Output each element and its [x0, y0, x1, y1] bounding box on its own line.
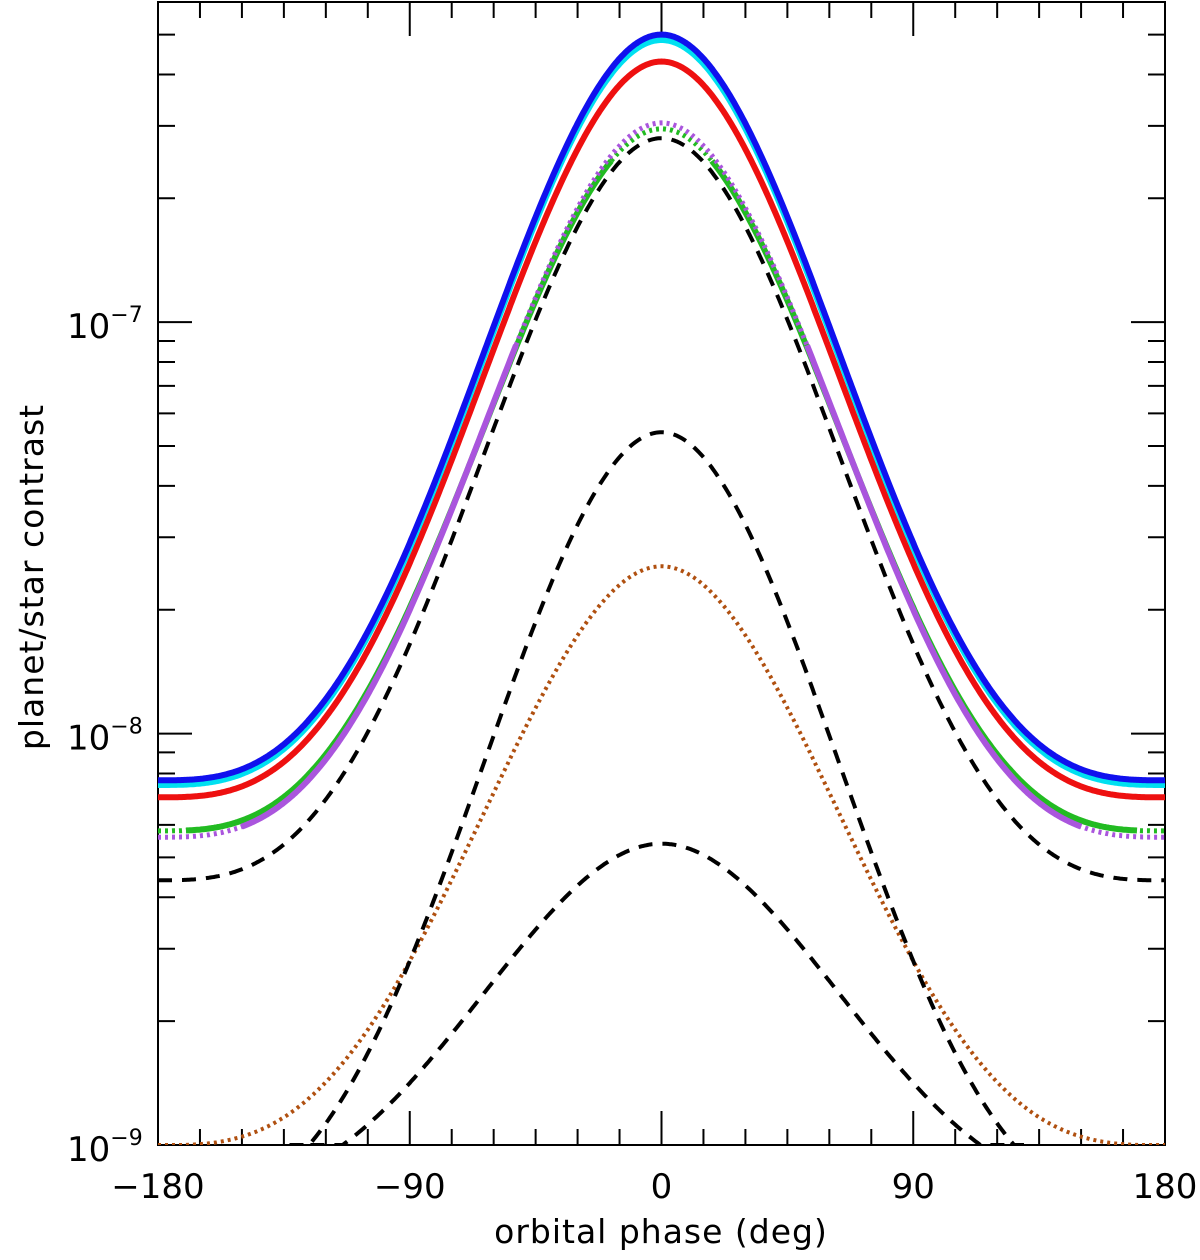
series-red-line: [158, 58, 1165, 801]
x-axis-title: orbital phase (deg): [494, 1212, 828, 1251]
x-tick-label: 90: [892, 1167, 935, 1207]
series-blue-line: [158, 31, 1165, 784]
x-tick-label: 0: [651, 1167, 673, 1207]
x-tick-label: −180: [111, 1167, 204, 1207]
series-purple-dotted: [158, 120, 1165, 840]
y-tick-label: 10−7: [67, 303, 143, 347]
x-tick-label: −90: [374, 1167, 446, 1207]
series-purple-solid-segment: [240, 344, 519, 830]
series-purple-solid-segment: [804, 344, 1083, 830]
series-layer: [158, 31, 1165, 1145]
x-tick-label: 180: [1133, 1167, 1198, 1207]
series-black-dash-3-line: [310, 841, 1013, 1145]
series-black-dash-1-line: [158, 136, 1165, 883]
series-black-dash-2-line: [289, 430, 1034, 1145]
series-brown-dotted-line: [158, 564, 1165, 1145]
y-axis-title: planet/star contrast: [12, 404, 51, 750]
